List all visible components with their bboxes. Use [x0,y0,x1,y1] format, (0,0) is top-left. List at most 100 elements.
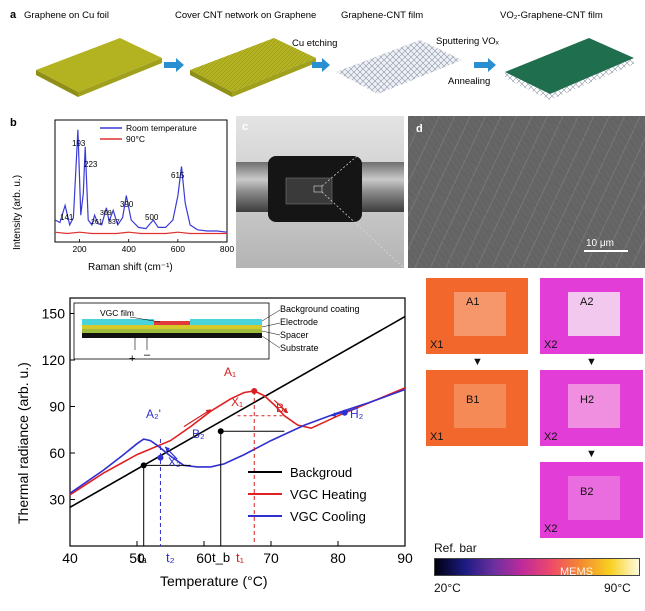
raman-ticks-group: 200 400 600 800 [72,239,234,254]
thermal-xtick-label: 60 [196,550,212,566]
corner-label-X2c: X2 [544,523,558,535]
inset-vgc-film [154,321,190,325]
arrow-down-3: ▼ [586,448,597,460]
direction-arrow [331,407,359,417]
thermal-label-B2: B2 [580,486,594,498]
panel-c-letter: c [242,121,248,133]
label-tb: t_b [212,550,230,565]
panel-a: a Graphene on Cu foil Cover CNT network … [0,0,645,112]
thermal-ytick-label: 150 [42,306,66,322]
zoom-line-top [321,116,404,187]
sem-image: d 10 μm [408,116,645,268]
label-H2: H₂ [350,407,364,421]
legend-hot-label: 90°C [126,134,145,144]
inset-substrate-label: Substrate [280,343,319,353]
thermal-chart: 40 50 60 70 80 90 30 60 90 120 150 VGC film Backgr… [0,276,420,606]
thermal-xtick-label: 90 [397,550,413,566]
panel-d-letter: d [416,123,423,135]
legend-cooling-label: VGC Cooling [290,509,366,524]
raman-xtick-label: 400 [122,244,136,254]
device-inset: VGC film Background coating Electrode Sp… [73,302,360,365]
inset-substrate [82,333,262,338]
marker-dot [217,428,224,435]
inset-spacer [82,329,262,333]
thermal-ytick-label: 60 [49,445,65,461]
direction-arrowhead [205,409,211,414]
panel-c-photo: c [236,116,404,268]
raman-frame [54,119,228,243]
raman-series-1 [54,231,227,235]
panel-a-letter: a [10,9,17,21]
refbar-min: 20°C [434,581,461,595]
label-X1: X₁ [231,395,243,409]
label-t2: t₂ [166,550,175,565]
step1-label: Graphene on Cu foil [24,10,109,21]
raman-xlabel: Raman shift (cm⁻¹) [88,262,173,273]
inset-plus: + [129,353,135,365]
thermal-xtick-label: 70 [263,550,279,566]
thermal-legend: Backgroud VGC Heating VGC Cooling [248,465,367,524]
refbar-title: Ref. bar [434,541,477,555]
raman-xtick-label: 800 [220,244,234,254]
thermal-chart-svg: 40 50 60 70 80 90 30 60 90 120 150 VGC film Backgr… [15,297,413,589]
arrow-down-2: ▼ [586,356,597,368]
raman-chart: b 200 400 600 800 Room temperature 90°C 141… [10,117,234,273]
peak-615: 615 [171,171,185,180]
thermal-ticks-group: 40 50 60 70 80 90 30 60 90 120 150 [42,306,413,567]
refbar-gradient [434,558,640,576]
label-A2: A₂' [146,407,161,421]
annealing-label: Annealing [448,76,490,87]
label-A1: A₁ [224,365,236,379]
raman-series-0 [54,129,228,233]
direction-arrowhead [282,407,288,413]
legend-room-label: Room temperature [126,123,197,133]
peak-261: 261 [91,219,103,226]
direction-arrowhead [165,446,170,452]
direction-arrowhead [331,412,337,417]
panel-b-letter: b [10,117,17,129]
scalebar-label: 10 μm [586,238,614,249]
marker-dot [140,462,147,469]
thermal-ylabel: Thermal radiance (arb. u.) [15,362,31,524]
step3-label: Graphene-CNT film [341,10,423,21]
thermal-label-A2: A2 [580,296,594,308]
peak-337: 337 [108,219,120,226]
raman-xtick-label: 200 [72,244,86,254]
thermal-panel-B1: B1 X1 [426,370,528,446]
thermal-label-A1: A1 [466,296,480,308]
label-t1: t₁ [236,550,245,565]
label-B2: B₂ [192,427,205,441]
thermal-xtick-label: 40 [62,550,78,566]
legend-background-label: Backgroud [290,465,352,480]
thermal-marker-group [140,388,359,546]
corner-label-X1b: X1 [430,431,444,443]
arrow-down-1: ▼ [472,356,483,368]
label-X2: X₂ [168,455,181,469]
label-ta: tₐ [138,550,147,565]
thermal-images: A1 X1 ▼ B1 X1 A2 X2 ▼ H2 X2 ▼ B2 X2 Ref.… [424,276,645,606]
thermal-panel-H2: H2 X2 [540,370,643,446]
thermal-series-0 [69,315,406,508]
inset-coating-right [190,319,262,325]
panel-a-svg: a Graphene on Cu foil Cover CNT network … [10,9,634,100]
inset-electrode-label: Electrode [280,317,318,327]
thermal-sample [568,292,620,336]
graphene-cu-plate [36,38,162,97]
thermal-panel-A1: A1 X1 [426,278,528,354]
thermal-sample [568,384,620,428]
panel-b: b 200 400 600 800 Room temperature 90°C 141… [0,112,235,274]
legend-heating-label: VGC Heating [290,487,367,502]
thermal-sample [568,476,620,520]
peak-223: 223 [84,160,98,169]
arrow-2 [312,58,330,72]
inset-minus: – [144,349,151,361]
marker-dot [251,388,258,394]
peak-390: 390 [120,200,134,209]
inset-vgc-label: VGC film [100,308,134,318]
peak-193: 193 [72,139,86,148]
inset-electrode [82,325,262,329]
thermal-panel-A2: A2 X2 [540,278,643,354]
raman-series-group [54,129,228,235]
sputtering-label: Sputtering VOₓ [436,36,500,47]
thermal-ytick-label: 90 [49,399,65,415]
